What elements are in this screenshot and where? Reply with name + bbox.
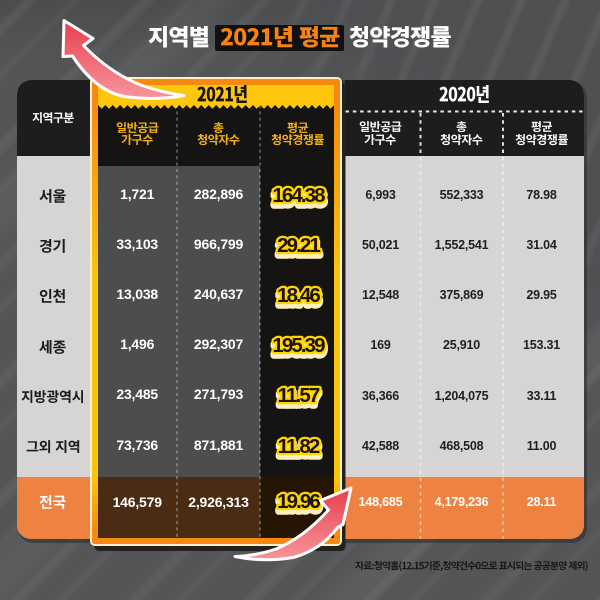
svg-text:164.38: 164.38	[272, 187, 325, 210]
svg-text:195.39: 195.39	[272, 334, 325, 357]
svg-text:18.46: 18.46	[277, 284, 320, 307]
svg-text:11.82: 11.82	[277, 435, 319, 458]
svg-text:164.38: 164.38	[272, 184, 325, 207]
svg-text:11.57: 11.57	[277, 388, 319, 411]
svg-text:19.96: 19.96	[277, 490, 320, 513]
svg-text:11.57: 11.57	[277, 384, 319, 407]
svg-text:11.82: 11.82	[277, 438, 319, 461]
svg-text:29.21: 29.21	[277, 234, 320, 257]
svg-text:29.21: 29.21	[277, 237, 320, 260]
svg-text:195.39: 195.39	[272, 337, 325, 360]
svg-text:18.46: 18.46	[277, 287, 320, 310]
